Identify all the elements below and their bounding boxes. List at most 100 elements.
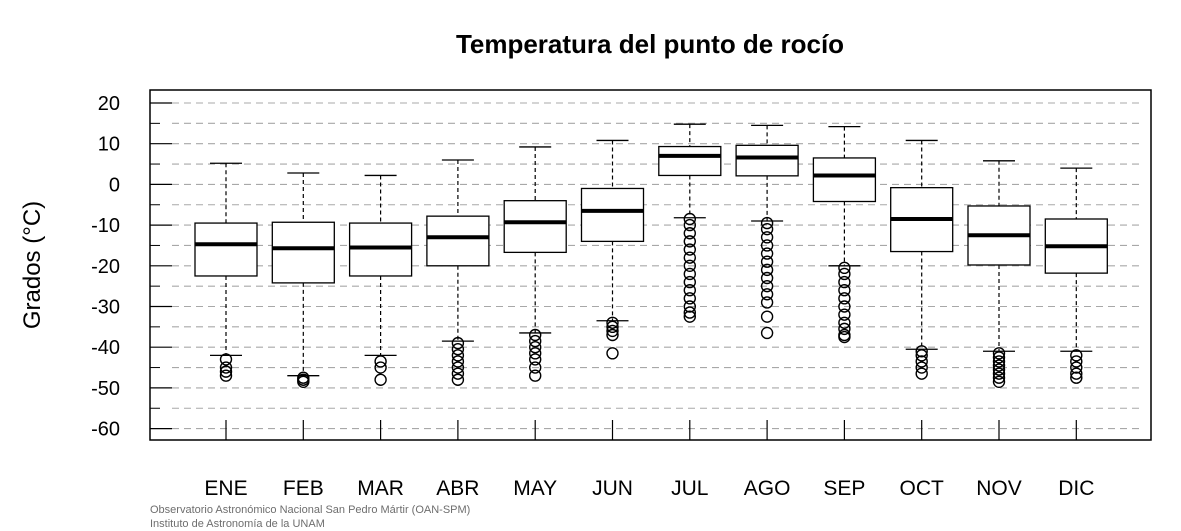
- outlier-point: [760, 271, 774, 285]
- outlier-point: [683, 300, 696, 313]
- outlier-point: [683, 292, 696, 305]
- outlier-point: [683, 259, 696, 272]
- outlier-point: [374, 361, 387, 374]
- outlier-point: [1070, 371, 1083, 384]
- box-abr: [426, 159, 490, 386]
- outlier-point: [683, 267, 696, 281]
- outlier-point: [760, 222, 774, 236]
- x-tick-label: JUN: [592, 477, 633, 500]
- outlier-point: [1070, 355, 1083, 368]
- y-tick-label: 20: [98, 93, 120, 115]
- x-axis: ENE FEB MAR ABR MAY JUN JUL AGO SEP OCT NOV DIC: [204, 420, 1094, 500]
- outlier-point: [915, 345, 928, 358]
- outlier-point: [915, 367, 928, 380]
- box-iqr: [735, 144, 799, 177]
- outlier-point: [683, 306, 696, 319]
- outlier-point: [529, 353, 542, 366]
- outlier-point: [992, 351, 1006, 364]
- outlier-point: [683, 251, 696, 264]
- box-dic: [1044, 167, 1108, 384]
- outlier-point: [1070, 349, 1083, 362]
- x-tick-label: DIC: [1058, 477, 1094, 500]
- box-jul: [658, 123, 722, 323]
- outlier-point: [992, 359, 1006, 372]
- outlier-point: [451, 336, 465, 350]
- outlier-point: [219, 361, 233, 374]
- outlier-point: [529, 361, 542, 374]
- outlier-point: [529, 369, 542, 382]
- outlier-point: [374, 355, 387, 368]
- outlier-point: [992, 355, 1006, 368]
- outlier-point: [529, 341, 542, 354]
- box-series: [194, 123, 1108, 388]
- outlier-point: [760, 247, 774, 260]
- outlier-point: [606, 316, 619, 329]
- outlier-point: [760, 216, 774, 230]
- outlier-point: [1070, 367, 1083, 380]
- outlier-point: [606, 328, 619, 342]
- x-tick-label: ABR: [436, 477, 479, 500]
- outlier-point: [451, 343, 465, 356]
- outlier-point: [219, 365, 233, 378]
- outlier-point: [683, 235, 696, 248]
- box-iqr: [194, 222, 258, 277]
- y-tick-label: 0: [109, 174, 120, 196]
- outlier-point: [606, 347, 619, 360]
- box-nov: [967, 160, 1031, 388]
- outlier-point: [992, 347, 1006, 360]
- y-tick-label: -30: [91, 297, 120, 319]
- outlier-point: [838, 300, 851, 313]
- outlier-point: [838, 316, 851, 329]
- outlier-point: [219, 353, 233, 366]
- outlier-point: [683, 227, 696, 240]
- outlier-point: [838, 284, 851, 297]
- outlier-point: [683, 310, 696, 323]
- y-tick-label: -10: [91, 215, 120, 237]
- box-feb: [271, 172, 335, 388]
- box-iqr: [426, 215, 490, 267]
- chart-title: Temperatura del punto de rocío: [456, 29, 844, 59]
- x-tick-label: ENE: [204, 477, 247, 500]
- y-tick-label: -60: [91, 419, 120, 441]
- outlier-point: [760, 310, 774, 323]
- outlier-point: [451, 361, 465, 374]
- box-jun: [580, 139, 645, 360]
- outlier-point: [683, 218, 696, 232]
- x-tick-label: MAY: [513, 477, 557, 500]
- outlier-point: [992, 371, 1006, 384]
- x-tick-label: JUL: [671, 477, 708, 500]
- outlier-point: [529, 347, 542, 360]
- outlier-point: [838, 261, 851, 275]
- outlier-point: [760, 263, 774, 277]
- outlier-point: [451, 349, 465, 362]
- outlier-point: [374, 373, 387, 386]
- outlier-point: [451, 373, 465, 386]
- outlier-point: [606, 320, 619, 334]
- y-tick-label: -20: [91, 256, 120, 278]
- outlier-point: [683, 243, 696, 256]
- outlier-point: [760, 255, 774, 268]
- outlier-point: [915, 361, 928, 374]
- outlier-point: [760, 239, 774, 252]
- x-tick-label: AGO: [744, 477, 791, 500]
- outlier-point: [1070, 361, 1083, 374]
- box-ene: [194, 162, 258, 382]
- box-iqr: [658, 145, 722, 177]
- y-tick-label: -50: [91, 378, 120, 400]
- box-may: [503, 146, 567, 382]
- x-tick-label: OCT: [900, 477, 945, 500]
- outlier-point: [529, 334, 542, 348]
- outlier-point: [297, 375, 310, 388]
- plot-frame: [149, 89, 1152, 441]
- outlier-point: [219, 369, 233, 382]
- outlier-point: [451, 367, 465, 380]
- outlier-point: [915, 355, 928, 368]
- outlier-point: [760, 296, 774, 309]
- x-tick-label: FEB: [283, 477, 324, 500]
- y-axis-label: Grados (°C): [19, 201, 46, 329]
- y-axis: 20 10 0 -10 -20 -30 -40 -50 -60: [91, 93, 172, 441]
- box-iqr: [348, 222, 413, 277]
- outlier-point: [838, 308, 851, 321]
- outlier-point: [683, 284, 696, 297]
- box-sep: [812, 125, 877, 344]
